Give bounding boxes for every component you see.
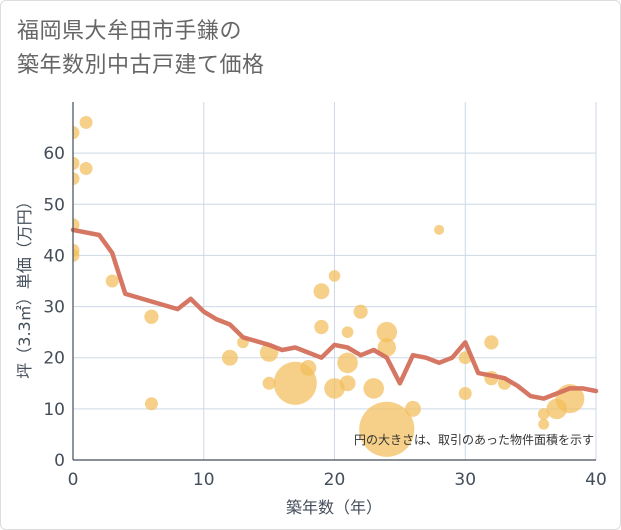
bubble-point <box>73 156 80 170</box>
bubble-size-note: 円の大きさは、取引のあった物件面積を示す <box>354 432 594 447</box>
bubble-point <box>353 304 368 319</box>
bubble-point <box>328 270 341 282</box>
y-tick-label: 20 <box>43 349 65 369</box>
bubble-point <box>376 321 398 343</box>
bubble-point <box>144 309 159 324</box>
bubble-point <box>73 126 80 140</box>
bubble-point <box>79 161 93 175</box>
chart-title: 福岡県大牟田市手鎌の 築年数別中古戸建て価格 <box>17 15 265 83</box>
bubble-point <box>538 418 550 430</box>
bubble-point <box>313 283 330 300</box>
chart-title-line-2: 築年数別中古戸建て価格 <box>17 53 265 78</box>
bubble-point <box>262 376 276 390</box>
bubble-point <box>337 352 358 374</box>
average-price-line <box>70 227 599 401</box>
bubble-point <box>339 375 356 392</box>
bubble-point <box>73 248 80 262</box>
bubble-point <box>434 224 445 235</box>
y-tick-label: 60 <box>43 144 65 164</box>
bubble-point <box>484 335 499 350</box>
bubble-point <box>404 400 421 417</box>
bubble-point <box>144 397 158 411</box>
bubble-point <box>537 408 550 420</box>
bubble-point <box>300 359 317 376</box>
x-axis-label: 築年数（年） <box>286 498 382 517</box>
grid-lines <box>73 102 597 460</box>
y-tick-label: 0 <box>54 451 65 471</box>
bubble-point <box>221 349 238 366</box>
y-tick-label: 10 <box>43 400 65 420</box>
average-line-layer <box>70 227 599 401</box>
y-tick-label: 40 <box>43 246 65 266</box>
x-tick-label: 0 <box>68 470 79 490</box>
bubble-point <box>105 274 119 288</box>
y-tick-label: 50 <box>43 195 65 215</box>
bubble-point <box>363 378 385 399</box>
x-tick-label: 40 <box>585 470 607 490</box>
bubble-point <box>377 338 396 357</box>
x-tick-label: 30 <box>454 470 476 490</box>
x-tick-label: 10 <box>193 470 215 490</box>
axes: 0 10 20 30 40 50 60 0 10 20 30 40 <box>43 102 607 490</box>
bubble-point <box>73 172 80 186</box>
bubble-point <box>79 115 93 129</box>
bubble-point <box>359 401 415 457</box>
bubble-point <box>314 319 329 335</box>
y-tick-label: 30 <box>43 298 65 318</box>
chart-title-line-1: 福岡県大牟田市手鎌の <box>17 19 243 44</box>
bubble-point <box>458 387 472 401</box>
bubble-series <box>73 115 585 457</box>
bubble-point <box>341 326 354 338</box>
x-tick-label: 20 <box>324 470 346 490</box>
y-axis-label: 坪（3.3㎡）単価（万円） <box>15 193 34 378</box>
